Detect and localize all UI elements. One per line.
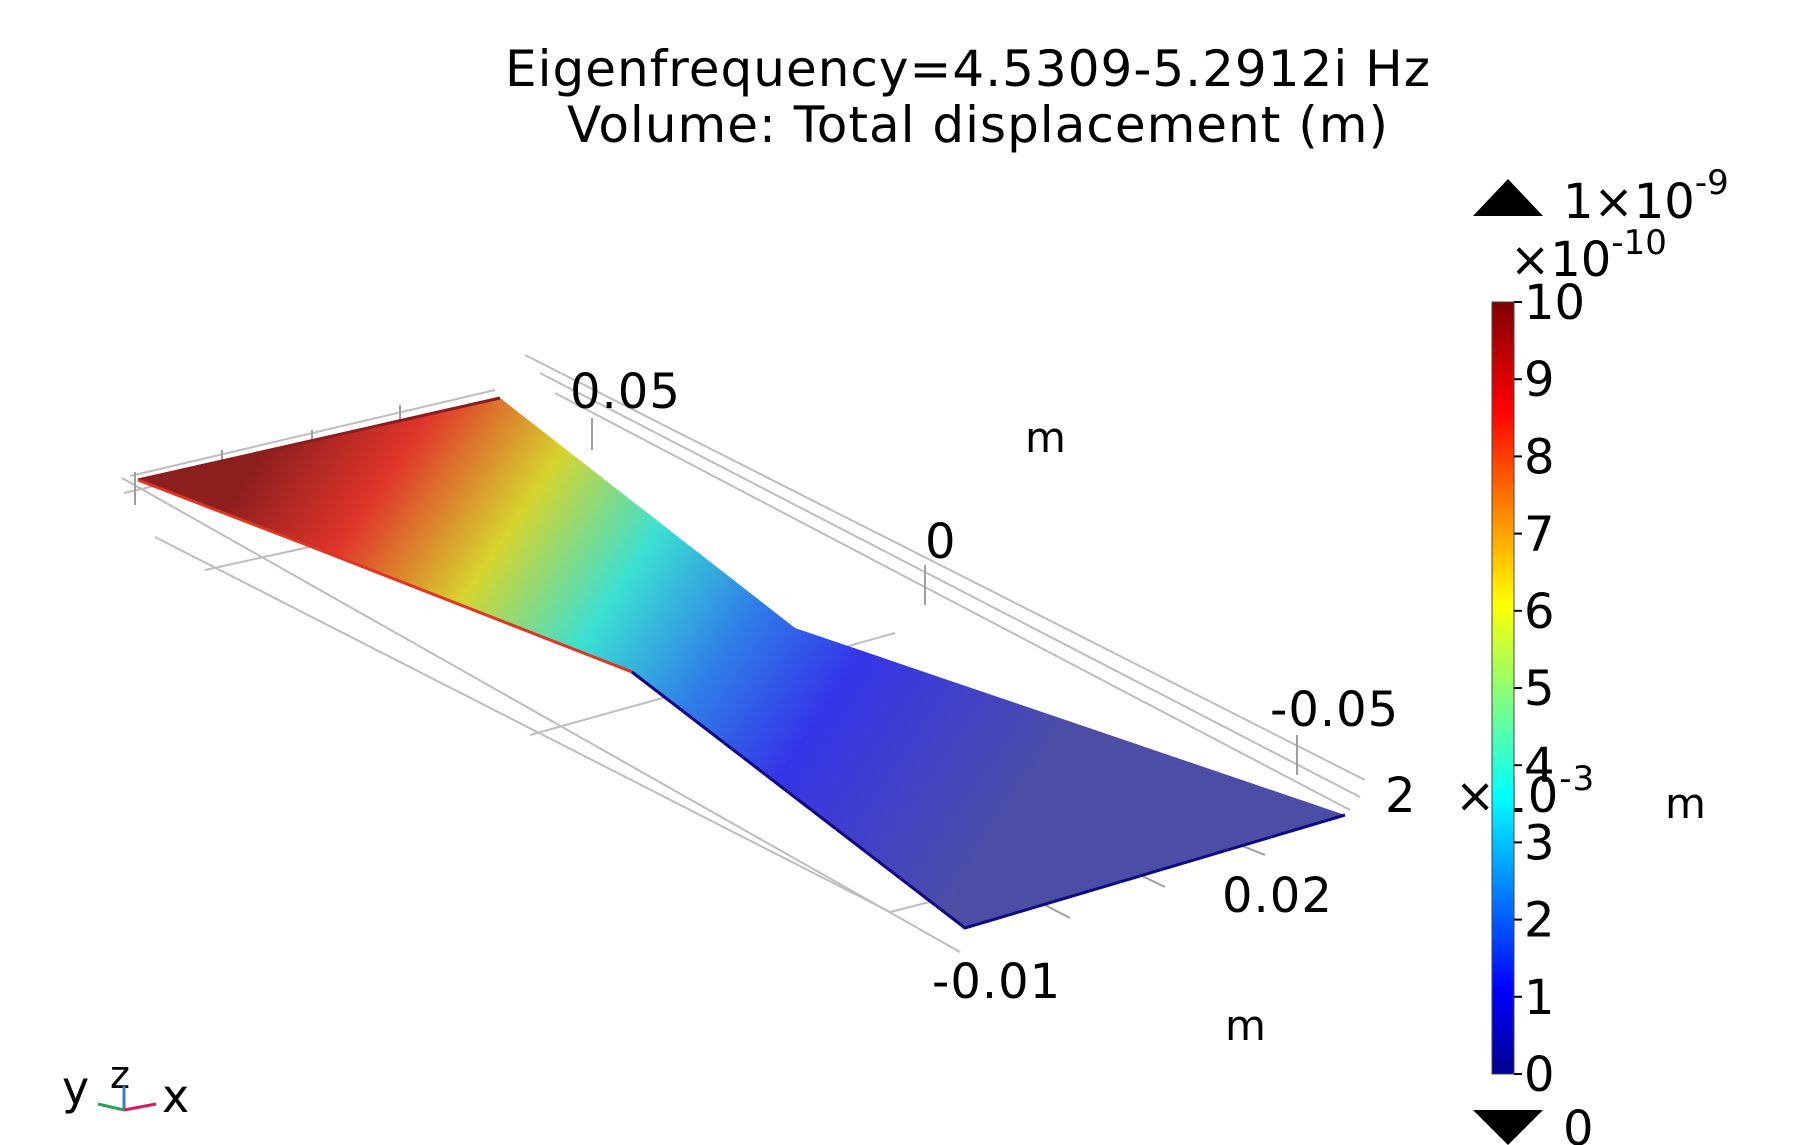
x-axis-tick-neg0.01: -0.01	[932, 954, 1061, 1010]
colorbar-tick-label: 4	[1524, 738, 1555, 794]
axis-triad: y z x	[62, 1053, 189, 1123]
colorbar-max-label: 1×10-9	[1563, 163, 1729, 230]
colorbar-tick-label: 2	[1524, 893, 1555, 949]
colorbar-tick-label: 9	[1524, 352, 1555, 408]
y-axis-tick-0.05: 0.05	[570, 364, 681, 420]
colorbar-tick-label: 3	[1524, 815, 1555, 871]
colorbar-max-arrow-icon	[1473, 179, 1543, 216]
y-axis-tick-neg0.05: -0.05	[1270, 682, 1399, 738]
colorbar-tick-label: 6	[1524, 584, 1555, 640]
colorbar-tick-label: 0	[1524, 1047, 1555, 1103]
x-axis-unit: m	[1225, 1001, 1266, 1050]
colorbar-tick-label: 1	[1524, 970, 1555, 1026]
colorbar-tick-label: 10	[1524, 275, 1585, 331]
y-axis-tick-0: 0	[925, 514, 957, 570]
surface-edge-upper-left	[137, 396, 501, 482]
colorbar-scale-label: ×10-10	[1510, 223, 1667, 288]
surface-edge-lower-blue	[631, 670, 1346, 930]
triad-x-arrow-icon	[123, 1102, 157, 1112]
colorbar-tick-label: 8	[1524, 429, 1555, 485]
triad-y-arrow-icon	[97, 1102, 125, 1112]
triad-x-label: x	[162, 1069, 189, 1123]
z-axis-tick-2: 2	[1385, 768, 1417, 824]
colorbar-tick-label: 7	[1524, 507, 1555, 563]
colorbar-tick-label: 5	[1524, 661, 1555, 717]
plot-title-line2: Volume: Total displacement (m)	[567, 96, 1389, 154]
z-axis-unit: m	[1665, 779, 1706, 828]
plot-title-line1: Eigenfrequency=4.5309-5.2912i Hz	[505, 40, 1431, 98]
triad-z-label: z	[110, 1053, 130, 1097]
colorbar-min-label: 0	[1563, 1101, 1594, 1145]
triad-y-label: y	[62, 1061, 89, 1115]
displacement-surface	[138, 398, 1345, 928]
colorbar-gradient	[1491, 301, 1515, 1075]
colorbar-min-arrow-icon	[1473, 1110, 1543, 1145]
y-axis-unit: m	[1025, 413, 1066, 462]
x-axis-tick-0.02: 0.02	[1222, 868, 1333, 924]
